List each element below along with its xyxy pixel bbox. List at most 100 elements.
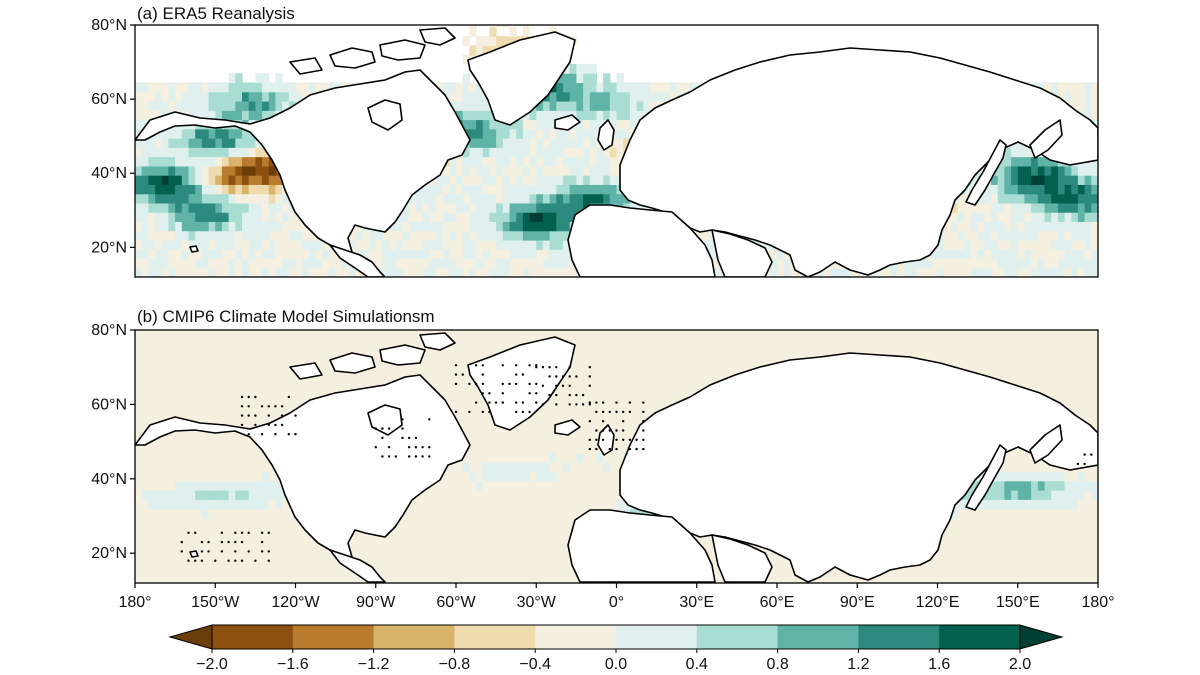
- heatmap-cell: [1031, 221, 1039, 232]
- heatmap-cell: [135, 175, 143, 185]
- heatmap-cell: [369, 545, 377, 556]
- heatmap-cell: [435, 267, 444, 277]
- heatmap-cell: [262, 462, 270, 472]
- heatmap-cell: [375, 545, 384, 556]
- heatmap-cell: [1084, 527, 1092, 538]
- heatmap-cell: [583, 462, 591, 472]
- heatmap-cell: [1064, 230, 1072, 241]
- heatmap-cell: [563, 230, 571, 241]
- heatmap-cell: [1044, 249, 1052, 260]
- heatmap-cell: [282, 499, 290, 510]
- heatmap-cell: [201, 202, 210, 213]
- heatmap-cell: [576, 110, 584, 121]
- heatmap-cell: [1024, 184, 1032, 195]
- heatmap-cell: [964, 230, 972, 241]
- heatmap-cell: [522, 249, 531, 260]
- heatmap-cell: [322, 545, 330, 556]
- heatmap-cell: [1011, 267, 1019, 277]
- heatmap-cell: [1084, 193, 1092, 204]
- heatmap-cell: [449, 156, 457, 167]
- heatmap-cell: [1044, 517, 1052, 528]
- heatmap-cell: [609, 91, 618, 102]
- heatmap-cell: [576, 91, 584, 102]
- heatmap-cell: [516, 480, 524, 491]
- heatmap-cell: [228, 110, 236, 121]
- heatmap-cell: [991, 536, 999, 547]
- heatmap-cell: [1011, 573, 1019, 583]
- heatmap-cell: [262, 101, 270, 111]
- heatmap-cell: [476, 193, 484, 204]
- heatmap-cell: [402, 212, 410, 222]
- heatmap-cell: [469, 490, 477, 500]
- heatmap-cell: [529, 480, 537, 491]
- heatmap-cell: [596, 156, 604, 167]
- heatmap-cell: [1011, 508, 1019, 519]
- heatmap-cell: [1024, 490, 1032, 500]
- heatmap-cell: [161, 564, 170, 575]
- heatmap-cell: [215, 221, 223, 232]
- heatmap-cell: [235, 202, 243, 213]
- heatmap-cell: [262, 564, 270, 575]
- heatmap-cell: [442, 193, 450, 204]
- heatmap-cell: [275, 545, 283, 556]
- heatmap-cell: [275, 555, 283, 565]
- heatmap-cell: [556, 193, 564, 204]
- heatmap-cell: [235, 239, 243, 250]
- heatmap-cell: [522, 221, 531, 232]
- heatmap-cell: [242, 249, 250, 260]
- heatmap-cell: [1091, 165, 1098, 176]
- heatmap-cell: [195, 555, 203, 565]
- heatmap-cell: [1064, 202, 1072, 213]
- heatmap-cell: [175, 101, 183, 111]
- heatmap-cell: [529, 499, 537, 510]
- heatmap-cell: [1017, 545, 1026, 556]
- heatmap-cell: [456, 573, 464, 583]
- heatmap-cell: [201, 545, 210, 556]
- heatmap-cell: [295, 249, 303, 260]
- heatmap-cell: [783, 564, 791, 575]
- heatmap-cell: [489, 202, 497, 213]
- heatmap-cell: [462, 258, 470, 269]
- heatmap-cell: [997, 165, 1005, 176]
- heatmap-cell: [950, 249, 959, 260]
- heatmap-cell: [950, 239, 959, 250]
- heatmap-cell: [496, 221, 504, 232]
- heatmap-cell: [242, 480, 250, 491]
- heatmap-cell: [188, 110, 196, 121]
- heatmap-cell: [168, 499, 176, 510]
- heatmap-cell: [435, 258, 444, 269]
- heatmap-cell: [262, 508, 270, 519]
- heatmap-cell: [462, 490, 470, 500]
- heatmap-cell: [248, 249, 256, 260]
- heatmap-cell: [462, 82, 470, 93]
- heatmap-cell: [496, 480, 504, 491]
- heatmap-cell: [155, 128, 163, 139]
- heatmap-cell: [556, 462, 564, 472]
- heatmap-cell: [221, 517, 230, 528]
- heatmap-cell: [248, 138, 256, 148]
- heatmap-cell: [670, 82, 678, 93]
- heatmap-cell: [1017, 239, 1026, 250]
- heatmap-cell: [1004, 267, 1012, 277]
- heatmap-cell: [603, 184, 611, 195]
- heatmap-cell: [964, 249, 972, 260]
- heatmap-cell: [977, 202, 985, 213]
- heatmap-cell: [516, 221, 524, 232]
- heatmap-cell: [482, 212, 491, 222]
- heatmap-cell: [596, 82, 604, 93]
- heatmap-cell: [262, 258, 270, 269]
- heatmap-cell: [522, 138, 531, 148]
- heatmap-cell: [991, 230, 999, 241]
- heatmap-cell: [997, 573, 1005, 583]
- heatmap-cell: [837, 573, 845, 583]
- heatmap-cell: [890, 267, 898, 277]
- heatmap-cell: [1044, 230, 1052, 241]
- heatmap-cell: [235, 138, 243, 148]
- heatmap-cell: [589, 462, 598, 472]
- heatmap-cell: [1084, 555, 1092, 565]
- heatmap-cell: [1071, 499, 1079, 510]
- heatmap-cell: [563, 517, 571, 528]
- heatmap-cell: [542, 249, 551, 260]
- heatmap-cell: [141, 82, 149, 93]
- heatmap-cell: [1051, 573, 1059, 583]
